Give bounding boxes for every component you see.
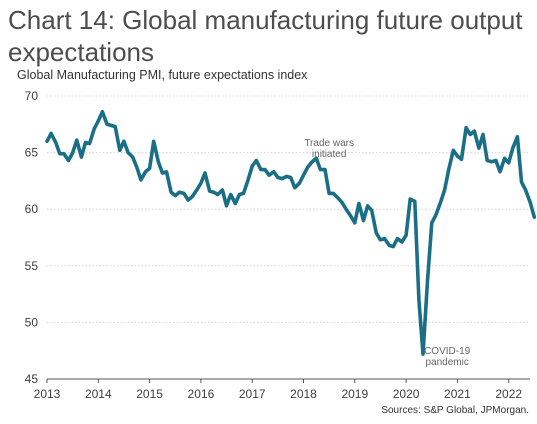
y-tick-label: 60 xyxy=(25,202,39,216)
y-axis-label: Global Manufacturing PMI, future expecta… xyxy=(17,68,308,82)
annotation-line: Trade wars xyxy=(304,138,354,149)
y-tick-label: 55 xyxy=(25,259,39,273)
x-tick-label: 2015 xyxy=(136,387,163,401)
x-tick-label: 2020 xyxy=(393,387,420,401)
y-tick-label: 65 xyxy=(25,146,39,160)
series-line-0 xyxy=(45,110,537,356)
y-tick-label: 45 xyxy=(25,372,39,386)
x-tick-label: 2019 xyxy=(341,387,368,401)
y-tick-labels: 45 50 55 60 65 70 xyxy=(25,89,39,386)
annotation-line: pandemic xyxy=(425,357,468,368)
x-tick-labels: 2013 2014 2015 2016 2017 2018 2019 2020 2021 2022 xyxy=(34,379,522,401)
x-tick-label: 2017 xyxy=(239,387,266,401)
x-tick-label: 2018 xyxy=(290,387,317,401)
x-tick-label: 2016 xyxy=(188,387,215,401)
annotation-line: COVID-19 xyxy=(424,346,471,357)
y-tick-label: 50 xyxy=(25,315,39,329)
x-tick-label: 2022 xyxy=(495,387,522,401)
annotation-1: COVID-19 pandemic xyxy=(424,346,471,368)
y-tick-label: 70 xyxy=(25,89,39,103)
annotation-0: Trade wars initiated xyxy=(304,138,354,160)
annotations: Trade wars initiated COVID-19 pandemic xyxy=(304,138,470,368)
source-note: Sources: S&P Global, JPMorgan. xyxy=(381,405,529,416)
chart-title: Chart 14: Global manufacturing future ou… xyxy=(8,5,523,67)
gridlines xyxy=(47,95,530,380)
x-tick-label: 2021 xyxy=(444,387,471,401)
series-group xyxy=(45,110,537,356)
annotation-line: initiated xyxy=(312,149,346,160)
x-tick-label: 2013 xyxy=(34,387,61,401)
x-tick-label: 2014 xyxy=(85,387,112,401)
